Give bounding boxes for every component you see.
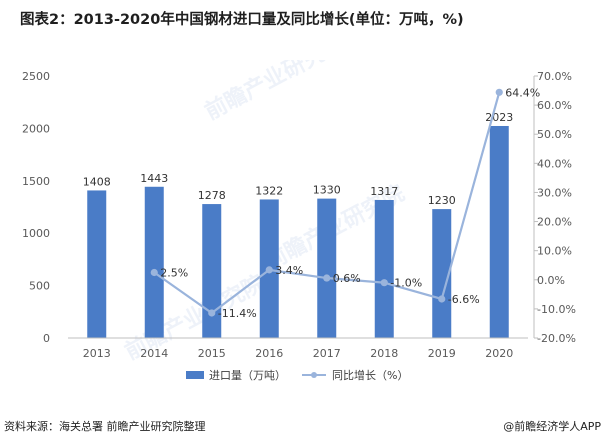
bar-value-label: 1317 xyxy=(370,185,398,198)
right-tick-label: 70.0% xyxy=(537,70,572,83)
right-tick-label: 30.0% xyxy=(537,186,572,199)
credit-note: @前瞻经济学人APP xyxy=(503,420,601,433)
x-tick-label: 2017 xyxy=(313,347,341,360)
right-axis: -20.0% -10.0% 0.0% 10.0% 20.0% 30.0% 40.0% 50.0… xyxy=(533,70,576,345)
growth-value-label: 3.4% xyxy=(275,264,303,277)
bar-value-label: 1322 xyxy=(255,184,283,197)
growth-value-label: -11.4% xyxy=(218,307,257,320)
right-tick-label: -10.0% xyxy=(537,303,576,316)
bar xyxy=(202,204,222,338)
bar xyxy=(317,198,337,338)
bar-value-label: 2023 xyxy=(485,111,513,124)
left-tick-label: 0 xyxy=(43,332,50,345)
legend-line-label: 同比增长（%） xyxy=(332,368,408,382)
x-tick-label: 2016 xyxy=(255,347,283,360)
right-tick-label: 10.0% xyxy=(537,245,572,258)
left-tick-label: 500 xyxy=(29,280,50,293)
growth-value-label: -6.6% xyxy=(448,293,480,306)
growth-value-label: 64.4% xyxy=(505,86,540,99)
bar xyxy=(374,199,394,338)
chart-title: 图表2：2013-2020年中国钢材进口量及同比增长(单位：万吨，%) xyxy=(20,12,464,28)
growth-point xyxy=(323,274,331,282)
x-tick-label: 2014 xyxy=(140,347,168,360)
right-tick-label: 40.0% xyxy=(537,157,572,170)
legend-line-marker xyxy=(311,372,317,378)
right-tick-label: 0.0% xyxy=(537,274,565,287)
bar-value-label: 1443 xyxy=(140,172,168,185)
growth-value-label: 0.6% xyxy=(333,272,361,285)
bar-value-label: 1278 xyxy=(198,189,226,202)
left-tick-label: 2000 xyxy=(22,122,50,135)
x-tick-label: 2013 xyxy=(83,347,111,360)
left-tick-label: 2500 xyxy=(22,70,50,83)
growth-value-label: -1.0% xyxy=(390,277,422,290)
left-tick-label: 1500 xyxy=(22,175,50,188)
bar-value-label: 1330 xyxy=(313,184,341,197)
right-tick-label: 60.0% xyxy=(537,99,572,112)
x-tick-label: 2015 xyxy=(198,347,226,360)
legend-bar-label: 进口量（万吨） xyxy=(209,369,286,382)
bar xyxy=(144,186,164,338)
growth-point xyxy=(265,266,273,274)
source-note: 资料来源：海关总署 前瞻产业研究院整理 xyxy=(4,420,206,433)
legend-bar-swatch xyxy=(186,371,204,379)
growth-point xyxy=(150,268,158,277)
growth-point xyxy=(438,295,446,303)
right-tick-label: 20.0% xyxy=(537,216,572,229)
x-axis: 2013 2014 2015 2016 2017 2018 2019 2020 xyxy=(68,337,528,360)
right-tick-label: -20.0% xyxy=(537,332,576,345)
bar-value-label: 1408 xyxy=(83,175,111,188)
bar xyxy=(489,125,509,339)
bar-value-label: 1230 xyxy=(428,194,456,207)
right-tick-label: 50.0% xyxy=(537,128,572,141)
legend: 进口量（万吨） 同比增长（%） xyxy=(186,368,408,382)
left-axis: 0 500 1000 1500 2000 2500 xyxy=(22,70,50,345)
line-series: 2.5% -11.4% 3.4% 0.6% -1.0% -6.6% 64.4% xyxy=(150,86,540,320)
x-tick-label: 2019 xyxy=(428,347,456,360)
bar xyxy=(432,209,452,338)
growth-point xyxy=(208,309,216,317)
growth-point xyxy=(380,279,388,287)
left-tick-label: 1000 xyxy=(22,227,50,240)
x-tick-label: 2020 xyxy=(485,347,513,360)
growth-value-label: 2.5% xyxy=(160,267,188,280)
bar xyxy=(87,190,107,338)
x-tick-label: 2018 xyxy=(370,347,398,360)
bar-series xyxy=(87,125,509,339)
growth-point xyxy=(495,88,503,96)
